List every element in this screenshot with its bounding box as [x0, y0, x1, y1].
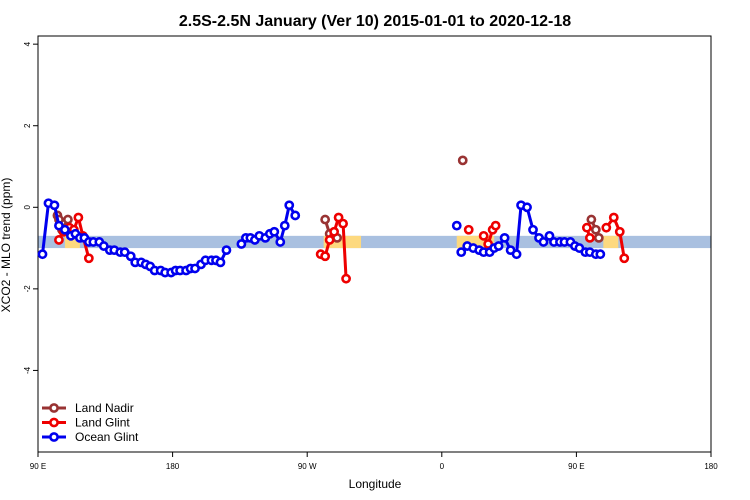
data-point: [478, 230, 489, 241]
data-point: [451, 220, 462, 231]
data-point: [83, 253, 94, 264]
y-tick-label: -2: [23, 285, 32, 293]
data-point: [544, 230, 555, 241]
data-point: [528, 224, 538, 235]
x-tick-label: 90 W: [298, 462, 317, 471]
data-point: [269, 226, 280, 237]
legend-swatch-marker: [49, 432, 59, 442]
plot-frame: [37, 35, 712, 453]
legend-swatch-marker: [49, 417, 59, 428]
axes: -4 -2 0 2 4 90 E 180 90 W 0 90 E 180: [23, 35, 718, 471]
data-point: [338, 218, 348, 229]
chart-title: 2.5S-2.5N January (Ver 10) 2015-01-01 to…: [179, 13, 571, 30]
data-point: [463, 224, 474, 235]
data-point: [522, 202, 532, 213]
data-point: [320, 214, 331, 225]
data-point: [329, 226, 340, 237]
data-point: [608, 212, 619, 223]
data-point: [215, 257, 226, 268]
data-point: [275, 237, 286, 247]
data-point: [601, 222, 612, 233]
data-point: [590, 224, 601, 235]
data-point: [499, 232, 510, 243]
data-point: [49, 200, 60, 211]
data-point: [581, 222, 592, 233]
data-point: [586, 214, 597, 225]
x-tick-label: 90 E: [568, 462, 584, 471]
data-point: [595, 249, 606, 260]
y-axis-label: XCO2 - MLO trend (ppm): [0, 178, 13, 313]
data-point: [290, 210, 301, 221]
data-point: [593, 232, 604, 243]
legend-label: Land Glint: [75, 416, 130, 430]
data-point: [37, 249, 48, 260]
data-point: [60, 224, 70, 235]
x-tick-label: 0: [440, 462, 445, 471]
data-point: [493, 241, 504, 251]
data-point: [236, 239, 247, 249]
data-point: [619, 253, 630, 264]
y-tick-label: 4: [23, 41, 32, 46]
data-point: [341, 273, 351, 284]
series-ocean-glint: [37, 198, 606, 278]
data-point: [73, 212, 84, 223]
y-tick-label: 2: [23, 123, 32, 128]
data-point: [538, 237, 549, 247]
data-point: [490, 220, 501, 231]
data-point: [320, 251, 331, 262]
x-tick-label: 180: [166, 462, 180, 471]
data-point: [284, 200, 295, 211]
legend-swatch-marker: [49, 403, 59, 413]
data-point: [279, 220, 290, 231]
legend-label: Land Nadir: [75, 401, 134, 415]
legend-label: Ocean Glint: [75, 430, 139, 444]
data-point: [511, 249, 522, 260]
data-point: [456, 247, 467, 258]
data-point: [614, 226, 625, 237]
series-line: [605, 215, 626, 259]
y-tick-label: -4: [23, 366, 32, 374]
data-point: [457, 155, 468, 166]
background-bands: [38, 235, 711, 249]
data-point: [221, 245, 232, 256]
y-tick-label: 0: [23, 205, 32, 210]
data-point: [63, 214, 73, 225]
data-point: [54, 235, 64, 245]
data-point: [584, 232, 595, 243]
land-band: [603, 235, 619, 249]
series-layer: [37, 155, 630, 284]
data-point: [324, 235, 335, 245]
data-point: [333, 212, 344, 223]
x-tick-label: 180: [704, 462, 718, 471]
data-point: [125, 251, 136, 262]
x-axis-label: Longitude: [349, 477, 402, 491]
x-tick-label: 90 E: [30, 462, 46, 471]
